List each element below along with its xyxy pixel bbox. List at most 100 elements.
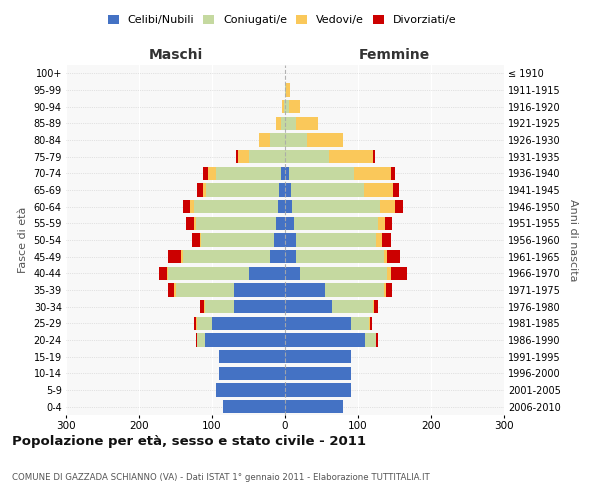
Bar xyxy=(285,234,296,246)
Bar xyxy=(279,184,285,196)
Bar xyxy=(370,316,372,330)
Bar xyxy=(285,384,350,396)
Bar xyxy=(168,266,248,280)
Bar xyxy=(385,216,392,230)
Bar xyxy=(192,234,200,246)
Bar xyxy=(391,266,407,280)
Bar xyxy=(285,200,292,213)
Bar xyxy=(281,116,285,130)
Bar xyxy=(168,284,174,296)
Bar xyxy=(299,266,387,280)
Bar xyxy=(380,200,395,213)
Bar xyxy=(197,316,212,330)
Bar xyxy=(285,84,286,96)
Bar xyxy=(296,250,383,264)
Y-axis label: Fasce di età: Fasce di età xyxy=(18,207,28,273)
Bar xyxy=(373,300,374,314)
Bar xyxy=(285,350,350,364)
Bar xyxy=(383,284,386,296)
Bar xyxy=(355,166,391,180)
Bar xyxy=(196,316,197,330)
Bar xyxy=(196,334,197,346)
Bar xyxy=(190,200,194,213)
Bar xyxy=(200,300,204,314)
Bar xyxy=(285,184,291,196)
Bar xyxy=(364,184,393,196)
Bar xyxy=(350,316,369,330)
Bar xyxy=(285,284,325,296)
Bar xyxy=(197,184,203,196)
Bar xyxy=(285,100,289,114)
Bar xyxy=(294,216,378,230)
Bar xyxy=(289,166,355,180)
Bar xyxy=(378,216,385,230)
Text: COMUNE DI GAZZADA SCHIANNO (VA) - Dati ISTAT 1° gennaio 2011 - Elaborazione TUTT: COMUNE DI GAZZADA SCHIANNO (VA) - Dati I… xyxy=(12,473,430,482)
Bar xyxy=(223,400,285,413)
Bar xyxy=(393,184,399,196)
Bar xyxy=(373,150,375,164)
Bar xyxy=(234,284,285,296)
Bar xyxy=(175,284,234,296)
Bar xyxy=(325,284,383,296)
Bar xyxy=(206,184,279,196)
Bar xyxy=(212,316,285,330)
Text: Maschi: Maschi xyxy=(148,48,203,62)
Bar xyxy=(281,166,285,180)
Bar xyxy=(194,200,278,213)
Bar xyxy=(296,234,376,246)
Bar xyxy=(220,350,285,364)
Bar xyxy=(285,166,289,180)
Bar xyxy=(248,150,285,164)
Bar xyxy=(275,116,281,130)
Bar xyxy=(181,250,183,264)
Bar xyxy=(285,316,350,330)
Y-axis label: Anni di nascita: Anni di nascita xyxy=(568,198,578,281)
Bar xyxy=(215,166,281,180)
Bar xyxy=(203,184,206,196)
Bar xyxy=(386,284,392,296)
Bar xyxy=(234,300,285,314)
Bar xyxy=(238,150,248,164)
Bar xyxy=(307,134,343,146)
Bar xyxy=(391,166,395,180)
Bar xyxy=(285,300,332,314)
Bar xyxy=(276,216,285,230)
Bar xyxy=(248,266,285,280)
Bar xyxy=(285,400,343,413)
Bar xyxy=(285,150,329,164)
Bar xyxy=(395,200,403,213)
Bar xyxy=(197,334,205,346)
Bar xyxy=(236,150,238,164)
Bar xyxy=(160,266,167,280)
Bar xyxy=(374,300,378,314)
Bar xyxy=(387,266,391,280)
Bar xyxy=(289,100,299,114)
Bar xyxy=(205,334,285,346)
Bar xyxy=(220,366,285,380)
Bar xyxy=(387,250,400,264)
Bar xyxy=(376,334,378,346)
Bar xyxy=(282,100,284,114)
Bar xyxy=(285,366,350,380)
Bar xyxy=(286,84,290,96)
Bar xyxy=(376,234,382,246)
Bar xyxy=(196,216,276,230)
Bar xyxy=(208,166,215,180)
Bar xyxy=(284,100,285,114)
Bar xyxy=(365,334,376,346)
Bar xyxy=(187,216,194,230)
Bar xyxy=(285,134,307,146)
Bar xyxy=(259,134,271,146)
Bar xyxy=(168,250,181,264)
Bar xyxy=(285,334,365,346)
Bar xyxy=(167,266,168,280)
Bar xyxy=(278,200,285,213)
Bar xyxy=(194,316,196,330)
Bar xyxy=(215,384,285,396)
Bar xyxy=(382,234,391,246)
Bar xyxy=(285,216,294,230)
Text: Femmine: Femmine xyxy=(359,48,430,62)
Bar xyxy=(203,166,208,180)
Bar xyxy=(183,250,271,264)
Bar xyxy=(204,300,205,314)
